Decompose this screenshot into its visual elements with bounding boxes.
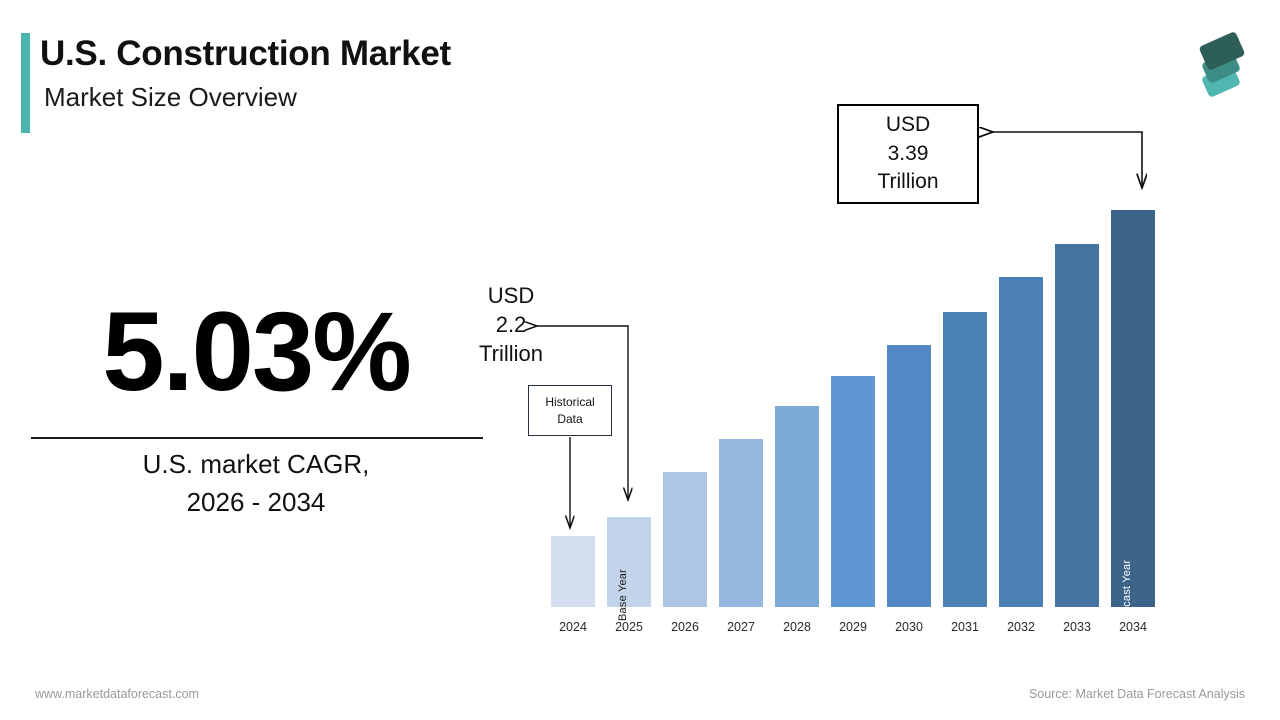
bar-2027[interactable]	[719, 439, 763, 607]
page-title: U.S. Construction Market	[40, 34, 451, 73]
footer-source: Source: Market Data Forecast Analysis	[1028, 687, 1245, 701]
bar-annotation-2025: Base Year	[617, 569, 629, 621]
title-accent-bar	[21, 33, 30, 133]
x-axis-label-2028: 2028	[783, 620, 811, 634]
forecast-callout-amount: 3.39	[887, 141, 929, 165]
forecast-callout-unit: Trillion	[877, 170, 939, 194]
bar-2033[interactable]	[1055, 244, 1099, 607]
cagr-caption-line-1: U.S. market CAGR,	[142, 449, 370, 479]
bar-2034[interactable]: Forecast Year	[1111, 210, 1155, 630]
bar-2031[interactable]	[943, 312, 987, 607]
stacked-layers-logo	[1184, 28, 1258, 102]
x-axis-label-2032: 2032	[1007, 620, 1035, 634]
x-axis-label-2025: 2025	[615, 620, 643, 634]
bar-2025[interactable]: Base Year	[607, 517, 651, 621]
x-axis-label-2030: 2030	[895, 620, 923, 634]
bar-2029[interactable]	[831, 376, 875, 607]
bar-2030[interactable]	[887, 345, 931, 607]
x-axis-label-2031: 2031	[951, 620, 979, 634]
footer-website[interactable]: www.marketdataforecast.com	[35, 687, 199, 701]
bar-2024[interactable]	[551, 536, 595, 607]
x-axis-label-2029: 2029	[839, 620, 867, 634]
x-axis-label-2033: 2033	[1063, 620, 1091, 634]
forecast-year-value-callout: USD 3.39 Trillion	[837, 104, 979, 204]
bar-2026[interactable]	[663, 472, 707, 607]
bar-2028[interactable]	[775, 406, 819, 607]
forecast-callout-currency: USD	[885, 113, 931, 137]
cagr-value: 5.03%	[102, 289, 412, 414]
base-callout-amount: 2.2	[495, 312, 527, 338]
cagr-divider	[31, 437, 483, 439]
x-axis-label-2026: 2026	[671, 620, 699, 634]
bar-2032[interactable]	[999, 277, 1043, 607]
page-subtitle: Market Size Overview	[44, 82, 297, 112]
base-callout-currency: USD	[487, 283, 535, 308]
cagr-caption-line-2: 2026 - 2034	[186, 486, 326, 517]
x-axis-label-2024: 2024	[559, 620, 587, 634]
x-axis-label-2034: 2034	[1119, 620, 1147, 634]
x-axis-label-2027: 2027	[727, 620, 755, 634]
cagr-caption: U.S. market CAGR, 2026 - 2034	[30, 446, 482, 521]
market-size-bar-chart: 2024 Base Year 2025 2026 2027 2028 2029 2030 203…	[545, 180, 1175, 640]
